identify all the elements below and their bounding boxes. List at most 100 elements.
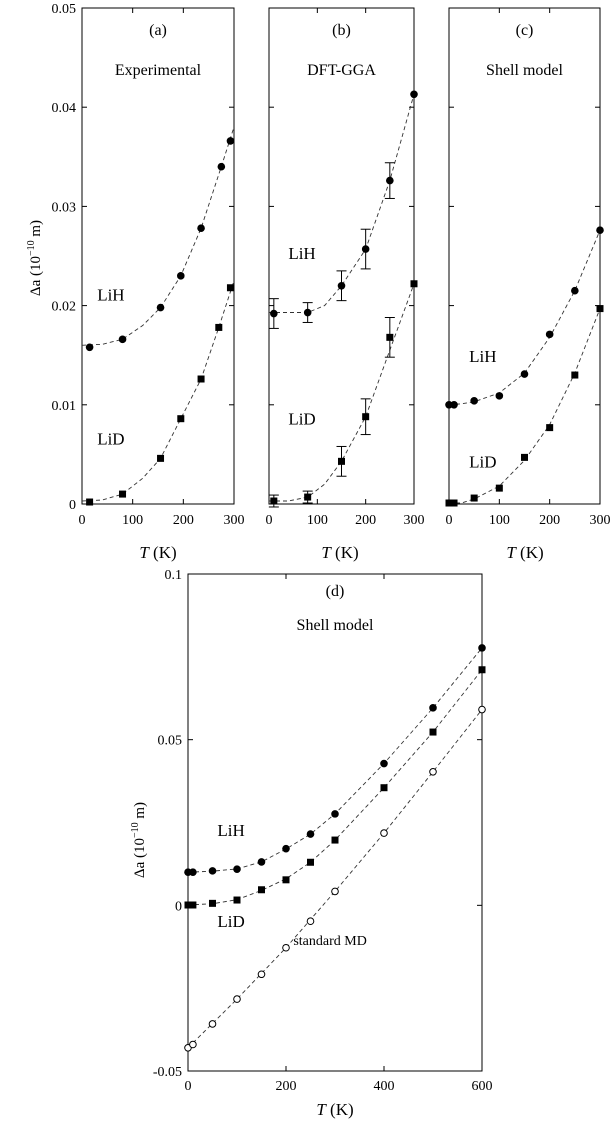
x-axis-label-d: T (K): [316, 1100, 353, 1119]
data-point-circle: [386, 176, 394, 185]
data-point-open-circle: [233, 995, 241, 1003]
y-tick-label: 0.1: [165, 568, 183, 583]
x-tick-label: 600: [472, 1079, 493, 1094]
plot-frame: [81, 7, 235, 505]
plot-frame: [448, 7, 601, 505]
data-point-square: [386, 333, 394, 341]
y-tick-label: 0.01: [52, 399, 77, 414]
x-tick-label: 300: [224, 513, 245, 528]
y-tick-label: -0.05: [153, 1065, 182, 1080]
data-point-square: [410, 280, 418, 288]
data-point-open-circle: [306, 917, 315, 926]
data-point-square: [233, 896, 241, 904]
data-point-square: [380, 784, 388, 792]
data-point-circle: [270, 309, 278, 318]
series-label: LiH: [288, 244, 315, 263]
data-point-square: [189, 901, 197, 909]
data-point-circle: [429, 704, 437, 712]
fit-curve: [81, 280, 235, 502]
series-label: LiD: [97, 429, 124, 448]
y-axis-label-top: Δa (10−10 m): [26, 220, 44, 296]
data-point-square: [184, 901, 192, 909]
data-point-circle: [596, 226, 604, 235]
data-point-circle: [306, 830, 315, 838]
data-point-circle: [450, 401, 458, 409]
data-point-open-circle: [429, 768, 437, 776]
plot-frame: [268, 7, 415, 505]
y-tick-label: 0.04: [52, 101, 77, 116]
x-axis-label-a: T (K): [139, 543, 176, 562]
data-point-circle: [177, 272, 185, 280]
y-tick-label: 0.03: [52, 200, 77, 215]
x-tick-label: 300: [404, 513, 425, 528]
data-point-square: [86, 498, 94, 506]
data-point-circle: [282, 844, 290, 853]
data-point-square: [215, 323, 223, 331]
data-point-square: [338, 457, 345, 465]
x-tick-label: 200: [539, 513, 560, 528]
data-point-open-circle: [208, 1020, 217, 1028]
data-point-square: [521, 453, 528, 461]
data-point-circle: [495, 392, 504, 400]
data-point-circle: [361, 245, 370, 253]
panel-title: Shell model: [297, 617, 374, 634]
data-point-open-circle: [282, 943, 290, 952]
data-point-square: [331, 836, 339, 844]
data-point-circle: [520, 370, 529, 378]
x-tick-label: 200: [355, 513, 376, 528]
x-tick-label: 0: [79, 513, 86, 528]
plot-frame: [187, 573, 483, 1072]
x-tick-label: 100: [489, 513, 510, 528]
data-point-square: [304, 493, 312, 501]
data-point-square: [429, 728, 437, 736]
series-label: LiD: [288, 410, 315, 429]
data-point-circle: [233, 865, 241, 874]
x-tick-label: 100: [122, 513, 143, 528]
x-axis-label-b: T (K): [321, 543, 358, 562]
data-point-square: [546, 424, 554, 432]
data-point-circle: [85, 343, 94, 352]
data-point-circle: [118, 335, 127, 344]
series-label: standard MD: [293, 934, 367, 949]
data-point-square: [450, 499, 458, 507]
panel-title: DFT-GGA: [307, 62, 376, 79]
data-point-square: [270, 497, 278, 505]
fit-curve: [187, 647, 483, 873]
data-point-square: [362, 413, 370, 421]
x-tick-label: 0: [446, 513, 453, 528]
data-point-square: [226, 284, 234, 292]
series-label: LiD: [469, 452, 496, 471]
panel-b: 0 100 200 300 (b) DFT-GGA LiH LiD: [266, 7, 425, 528]
panel-label: (b): [332, 22, 351, 39]
data-point-open-circle: [189, 1040, 197, 1049]
data-point-circle: [257, 858, 266, 866]
x-tick-label: 400: [374, 1079, 395, 1094]
data-point-circle: [226, 137, 235, 145]
panel-a: 0 100 200 300 0 0.01 0.02 0.03 0.04 0.05 (a) Experi…: [52, 2, 245, 528]
x-tick-label: 0: [185, 1079, 192, 1094]
data-point-square: [177, 415, 185, 423]
data-point-square: [495, 484, 503, 492]
data-point-square: [209, 899, 216, 907]
data-point-open-circle: [331, 887, 339, 896]
x-tick-label: 0: [266, 513, 273, 528]
fit-curve: [187, 669, 483, 906]
panel-label: (c): [516, 22, 534, 39]
data-point-circle: [208, 867, 217, 875]
data-point-circle: [197, 224, 205, 233]
data-point-circle: [337, 281, 346, 290]
data-point-circle: [410, 90, 418, 99]
y-tick-label: 0: [69, 498, 76, 513]
x-tick-label: 200: [173, 513, 194, 528]
data-point-circle: [478, 644, 486, 652]
data-point-square: [470, 494, 478, 502]
data-point-square: [478, 666, 486, 674]
panel-c: 0 100 200 300 (c) Shell model LiH LiD: [445, 7, 611, 528]
data-point-circle: [545, 330, 554, 339]
data-point-open-circle: [380, 829, 388, 837]
fit-curve: [269, 283, 415, 502]
fit-curve: [449, 308, 601, 504]
series-label: LiH: [217, 821, 244, 840]
